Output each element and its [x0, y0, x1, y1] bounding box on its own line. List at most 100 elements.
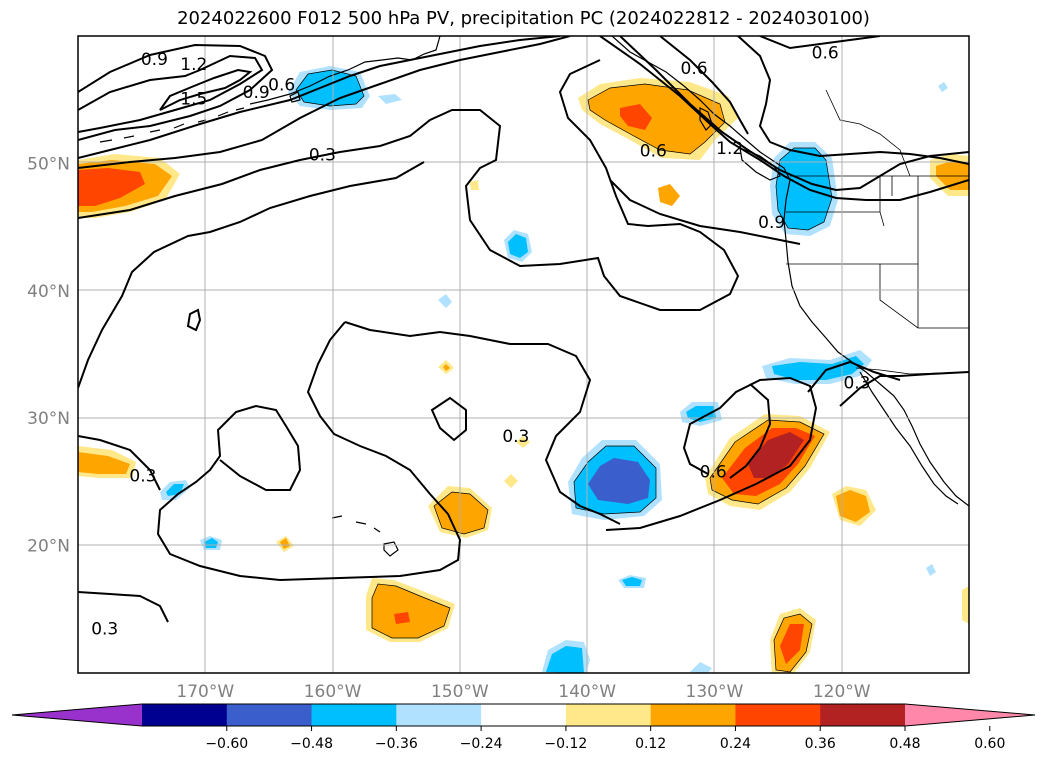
lat-tick-label: 20°N	[27, 537, 70, 557]
contour-label: 0.3	[502, 427, 529, 447]
precip-region	[516, 436, 530, 448]
precip-region	[690, 662, 712, 673]
lat-tick-label: 40°N	[27, 282, 70, 302]
precip-positive-shading	[78, 78, 969, 673]
map-background	[78, 36, 969, 673]
pv-contour-0.6-mid	[78, 36, 571, 169]
pv-contour-0.3-north	[78, 59, 740, 311]
lon-tick-label: 130°W	[686, 682, 744, 702]
alaska-panhandle-coast	[611, 36, 969, 507]
lon-tick-label: 150°W	[431, 682, 489, 702]
precip-outline	[775, 147, 833, 231]
pv-contours	[78, 36, 969, 623]
contour-label: 0.3	[129, 467, 156, 487]
contour-label: 0.3	[309, 145, 336, 165]
colorbar-segment	[650, 704, 736, 726]
latitude-labels: 50°N 40°N 30°N 20°N	[27, 154, 70, 556]
map-content: 0.9 1.21.5 0.90.60.30.60.6 1.20.90.60.30.30…	[78, 36, 969, 673]
state-border-id-mt	[879, 176, 893, 212]
pv-contour-0.6-ne2	[759, 36, 881, 50]
map-title: 2024022600 F012 500 hPa PV, precipitatio…	[177, 8, 870, 29]
pv-contour-1.2-east	[659, 36, 749, 135]
precip-region	[588, 84, 725, 154]
precip-region	[620, 104, 652, 130]
pv-contour-0.3-central-loop	[156, 321, 462, 582]
precip-region	[588, 458, 650, 504]
precip-region	[546, 646, 584, 673]
colorbar-frame	[11, 703, 1036, 727]
precip-region	[780, 624, 804, 664]
precip-region	[772, 356, 864, 380]
precip-outline	[295, 69, 365, 107]
pv-contour-0.6-subtropic-b	[729, 383, 772, 479]
precip-region	[504, 474, 518, 488]
precip-region	[394, 612, 410, 624]
precip-region	[658, 184, 680, 206]
precip-outline	[587, 83, 726, 155]
lon-tick-label: 120°W	[813, 682, 871, 702]
coastlines	[99, 36, 969, 557]
pv-contour-1.5	[159, 68, 253, 111]
colorbar-segment	[565, 704, 652, 726]
colorbar-segment	[311, 704, 397, 726]
aleutian-islands	[99, 107, 245, 143]
precip-outline	[433, 491, 489, 535]
colorbar-tick-label: −0.48	[290, 736, 333, 752]
contour-label: 0.9	[758, 213, 785, 233]
state-border-ca-nv	[879, 264, 969, 329]
colorbar-tick-label: 0.12	[635, 736, 666, 752]
contour-labels: 0.9 1.21.5 0.90.60.30.60.6 1.20.90.60.30.30…	[91, 44, 870, 640]
colorbar-extend-low	[12, 704, 142, 726]
contour-label: 0.6	[268, 75, 295, 95]
pv-contour-0.9-east	[619, 36, 969, 192]
alaska-coast	[249, 36, 441, 105]
precip-outline	[773, 613, 813, 673]
lat-tick-label: 30°N	[27, 409, 70, 429]
contour-label: 0.6	[640, 142, 667, 162]
colorbar-tick-label: −0.24	[460, 736, 503, 752]
colorbar-segment	[735, 704, 821, 726]
precip-region	[776, 148, 832, 230]
pv-contour-0.9-west	[78, 43, 274, 141]
contour-label: 0.9	[141, 50, 168, 70]
colorbar-tick-label: −0.36	[375, 736, 418, 752]
lon-tick-label: 160°W	[304, 682, 362, 702]
precip-region	[434, 492, 488, 534]
contour-label: 0.3	[91, 619, 118, 639]
precip-region	[470, 180, 479, 190]
colorbar-tick-label: 0.36	[805, 736, 836, 752]
precip-region	[78, 168, 145, 206]
contour-label: 1.5	[180, 89, 207, 109]
pv-contour-0.3-southwest	[78, 435, 161, 491]
pv-contour-0.3-california	[807, 360, 901, 393]
precip-region	[962, 586, 969, 624]
pv-contour-0.9-lower	[609, 179, 801, 245]
lon-tick-label: 170°W	[176, 682, 234, 702]
precip-region	[372, 584, 450, 638]
contour-label: 0.6	[812, 44, 839, 64]
pv-contour-0.6-northeast	[737, 36, 969, 165]
colorbar: −0.60 −0.48 −0.36 −0.24 −0.12 0.12 0.24 0.36 0.4…	[11, 703, 1036, 752]
colorbar-segment	[226, 704, 313, 726]
pv-contour-0.9-mid	[78, 36, 561, 159]
precip-region	[748, 432, 804, 478]
precip-region	[296, 70, 364, 106]
contour-label: 0.6	[681, 59, 708, 79]
colorbar-tick-label: −0.12	[544, 736, 587, 752]
precip-region	[438, 294, 452, 308]
pv-contour-0.6-east	[599, 36, 969, 201]
precip-region	[836, 490, 870, 522]
contour-label: 0.6	[700, 463, 727, 483]
colorbar-segment	[820, 704, 906, 726]
colorbar-tick-label: 0.60	[974, 736, 1005, 752]
baja-coast	[859, 371, 959, 505]
contour-label: 0.9	[243, 83, 270, 103]
contour-label: 0.3	[843, 374, 870, 394]
pv-contour-0.3-small	[430, 396, 467, 442]
colorbar-segment	[481, 704, 567, 726]
precip-outline	[371, 583, 451, 639]
colorbar-tick-label: 0.48	[889, 736, 920, 752]
colorbar-segment	[396, 704, 482, 726]
precip-region	[78, 452, 130, 474]
